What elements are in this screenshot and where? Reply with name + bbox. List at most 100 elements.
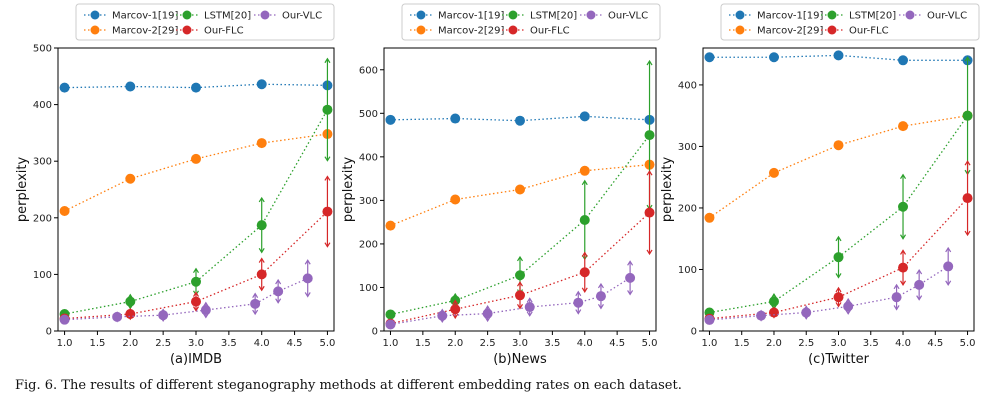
x-axis-label: (b)News: [493, 352, 547, 367]
error-cap-top: [252, 292, 259, 298]
error-cap-top: [452, 299, 459, 305]
data-point: [768, 52, 779, 63]
data-point: [125, 81, 136, 92]
x-tick-label: 2.5: [798, 338, 814, 349]
x-tick-label: 4.0: [895, 338, 911, 349]
error-cap-bottom: [597, 304, 604, 310]
legend-entry-our-flc: Our-FLC: [502, 25, 570, 37]
series-line: [390, 164, 650, 227]
error-cap-bottom: [324, 242, 331, 248]
x-tick-label: 2.0: [122, 338, 138, 349]
data-point: [385, 309, 396, 320]
error-cap-bottom: [192, 306, 200, 312]
data-point: [768, 167, 779, 178]
data-point: [112, 311, 123, 322]
legend-label: Our-FLC: [530, 26, 570, 37]
data-point: [158, 310, 169, 321]
legend-label: Marcov-1[19]: [757, 11, 824, 22]
legend-marker: [735, 10, 745, 20]
data-point: [962, 110, 973, 121]
legend-label: LSTM[20]: [204, 11, 251, 22]
series-line: [390, 115, 650, 122]
legend-label: Marcov-2[29]: [438, 26, 505, 37]
series-lstm-20: [704, 56, 973, 318]
y-tick-label: 300: [33, 157, 52, 168]
x-tick-label: 5.0: [319, 338, 335, 349]
error-cap-top: [324, 175, 331, 181]
legend-entry-lstm-20: LSTM[20]: [176, 10, 251, 22]
error-cap-top: [324, 57, 331, 64]
data-point: [833, 140, 844, 151]
error-cap-top: [893, 283, 900, 290]
series-our-vlc: [704, 246, 954, 325]
legend-entry-our-vlc: Our-VLC: [254, 10, 322, 22]
y-tick-label: 0: [691, 327, 697, 338]
data-point: [843, 301, 854, 312]
legend-marker: [508, 10, 518, 20]
x-tick-label: 5.0: [960, 338, 976, 349]
error-cap-top: [770, 292, 777, 299]
data-point: [191, 296, 201, 307]
y-tick-label: 500: [359, 109, 378, 120]
error-cap-bottom: [258, 248, 265, 254]
series-marcov-2-29: [704, 110, 973, 223]
legend-marker: [827, 25, 837, 35]
series-our-vlc: [59, 259, 313, 325]
data-point: [59, 206, 70, 217]
legend-label: Marcov-1[19]: [112, 11, 179, 22]
error-cap-top: [916, 268, 923, 275]
figure-caption: Fig. 6. The results of different stegano…: [15, 378, 682, 393]
series-marcov-2-29: [385, 159, 655, 231]
data-point: [756, 310, 767, 321]
legend-frame: [401, 3, 661, 41]
error-cap-top: [275, 278, 282, 285]
data-point: [524, 302, 535, 313]
data-point: [437, 310, 448, 321]
figure: 1.0 1.5 2.0 2.5 3.0 3.5 4.0 4.5 5.0 0 100 200 300 400…: [15, 3, 980, 367]
error-cap-top: [964, 56, 971, 62]
data-point: [579, 214, 590, 225]
legend-entry-our-vlc: Our-VLC: [580, 10, 648, 22]
legend: Marcov-1[19] LSTM[20] Our-VLC Marcov-2[29] O…: [720, 3, 980, 41]
data-point: [450, 194, 461, 205]
data-point: [450, 304, 461, 315]
x-tick-label: 1.0: [57, 338, 73, 349]
data-point: [125, 309, 136, 320]
chart-panel-1: 1.0 1.5 2.0 2.5 3.0 3.5 4.0 4.5 5.0 0 100 200 300 400…: [15, 3, 335, 367]
error-cap-top: [597, 282, 604, 289]
error-cap-top: [964, 160, 971, 166]
legend-entry-our-flc: Our-FLC: [821, 25, 889, 37]
data-point: [898, 262, 909, 273]
y-axis-label: perplexity: [15, 157, 30, 223]
x-tick-label: 1.0: [701, 338, 717, 349]
error-cap-top: [258, 196, 265, 203]
data-point: [322, 206, 333, 217]
data-point: [125, 173, 136, 184]
x-tick-label: 2.0: [766, 338, 782, 349]
error-cap-top: [627, 260, 634, 266]
series-line: [390, 277, 631, 326]
error-cap-bottom: [945, 280, 952, 286]
error-cap-top: [516, 255, 524, 262]
error-cap-top: [646, 170, 653, 176]
y-axis-label: perplexity: [341, 157, 356, 223]
y-tick-label: 400: [33, 100, 52, 111]
error-cap-top: [192, 291, 200, 297]
error-cap-top: [581, 179, 588, 186]
y-tick-label: 600: [359, 65, 378, 76]
error-cap-bottom: [964, 230, 971, 237]
series-marcov-1-19: [385, 111, 655, 126]
y-tick-label: 0: [372, 327, 378, 338]
error-cap-top: [192, 267, 200, 274]
legend-marker: [182, 25, 192, 35]
error-cap-top: [304, 259, 311, 265]
error-cap-top: [575, 290, 582, 297]
error-cap-top: [945, 246, 952, 253]
x-tick-label: 3.0: [512, 338, 528, 349]
data-point: [579, 267, 590, 278]
error-cap-bottom: [258, 285, 265, 292]
legend-label: LSTM[20]: [530, 11, 577, 22]
data-point: [833, 50, 844, 61]
error-cap-bottom: [900, 280, 907, 286]
error-cap-bottom: [575, 309, 582, 315]
